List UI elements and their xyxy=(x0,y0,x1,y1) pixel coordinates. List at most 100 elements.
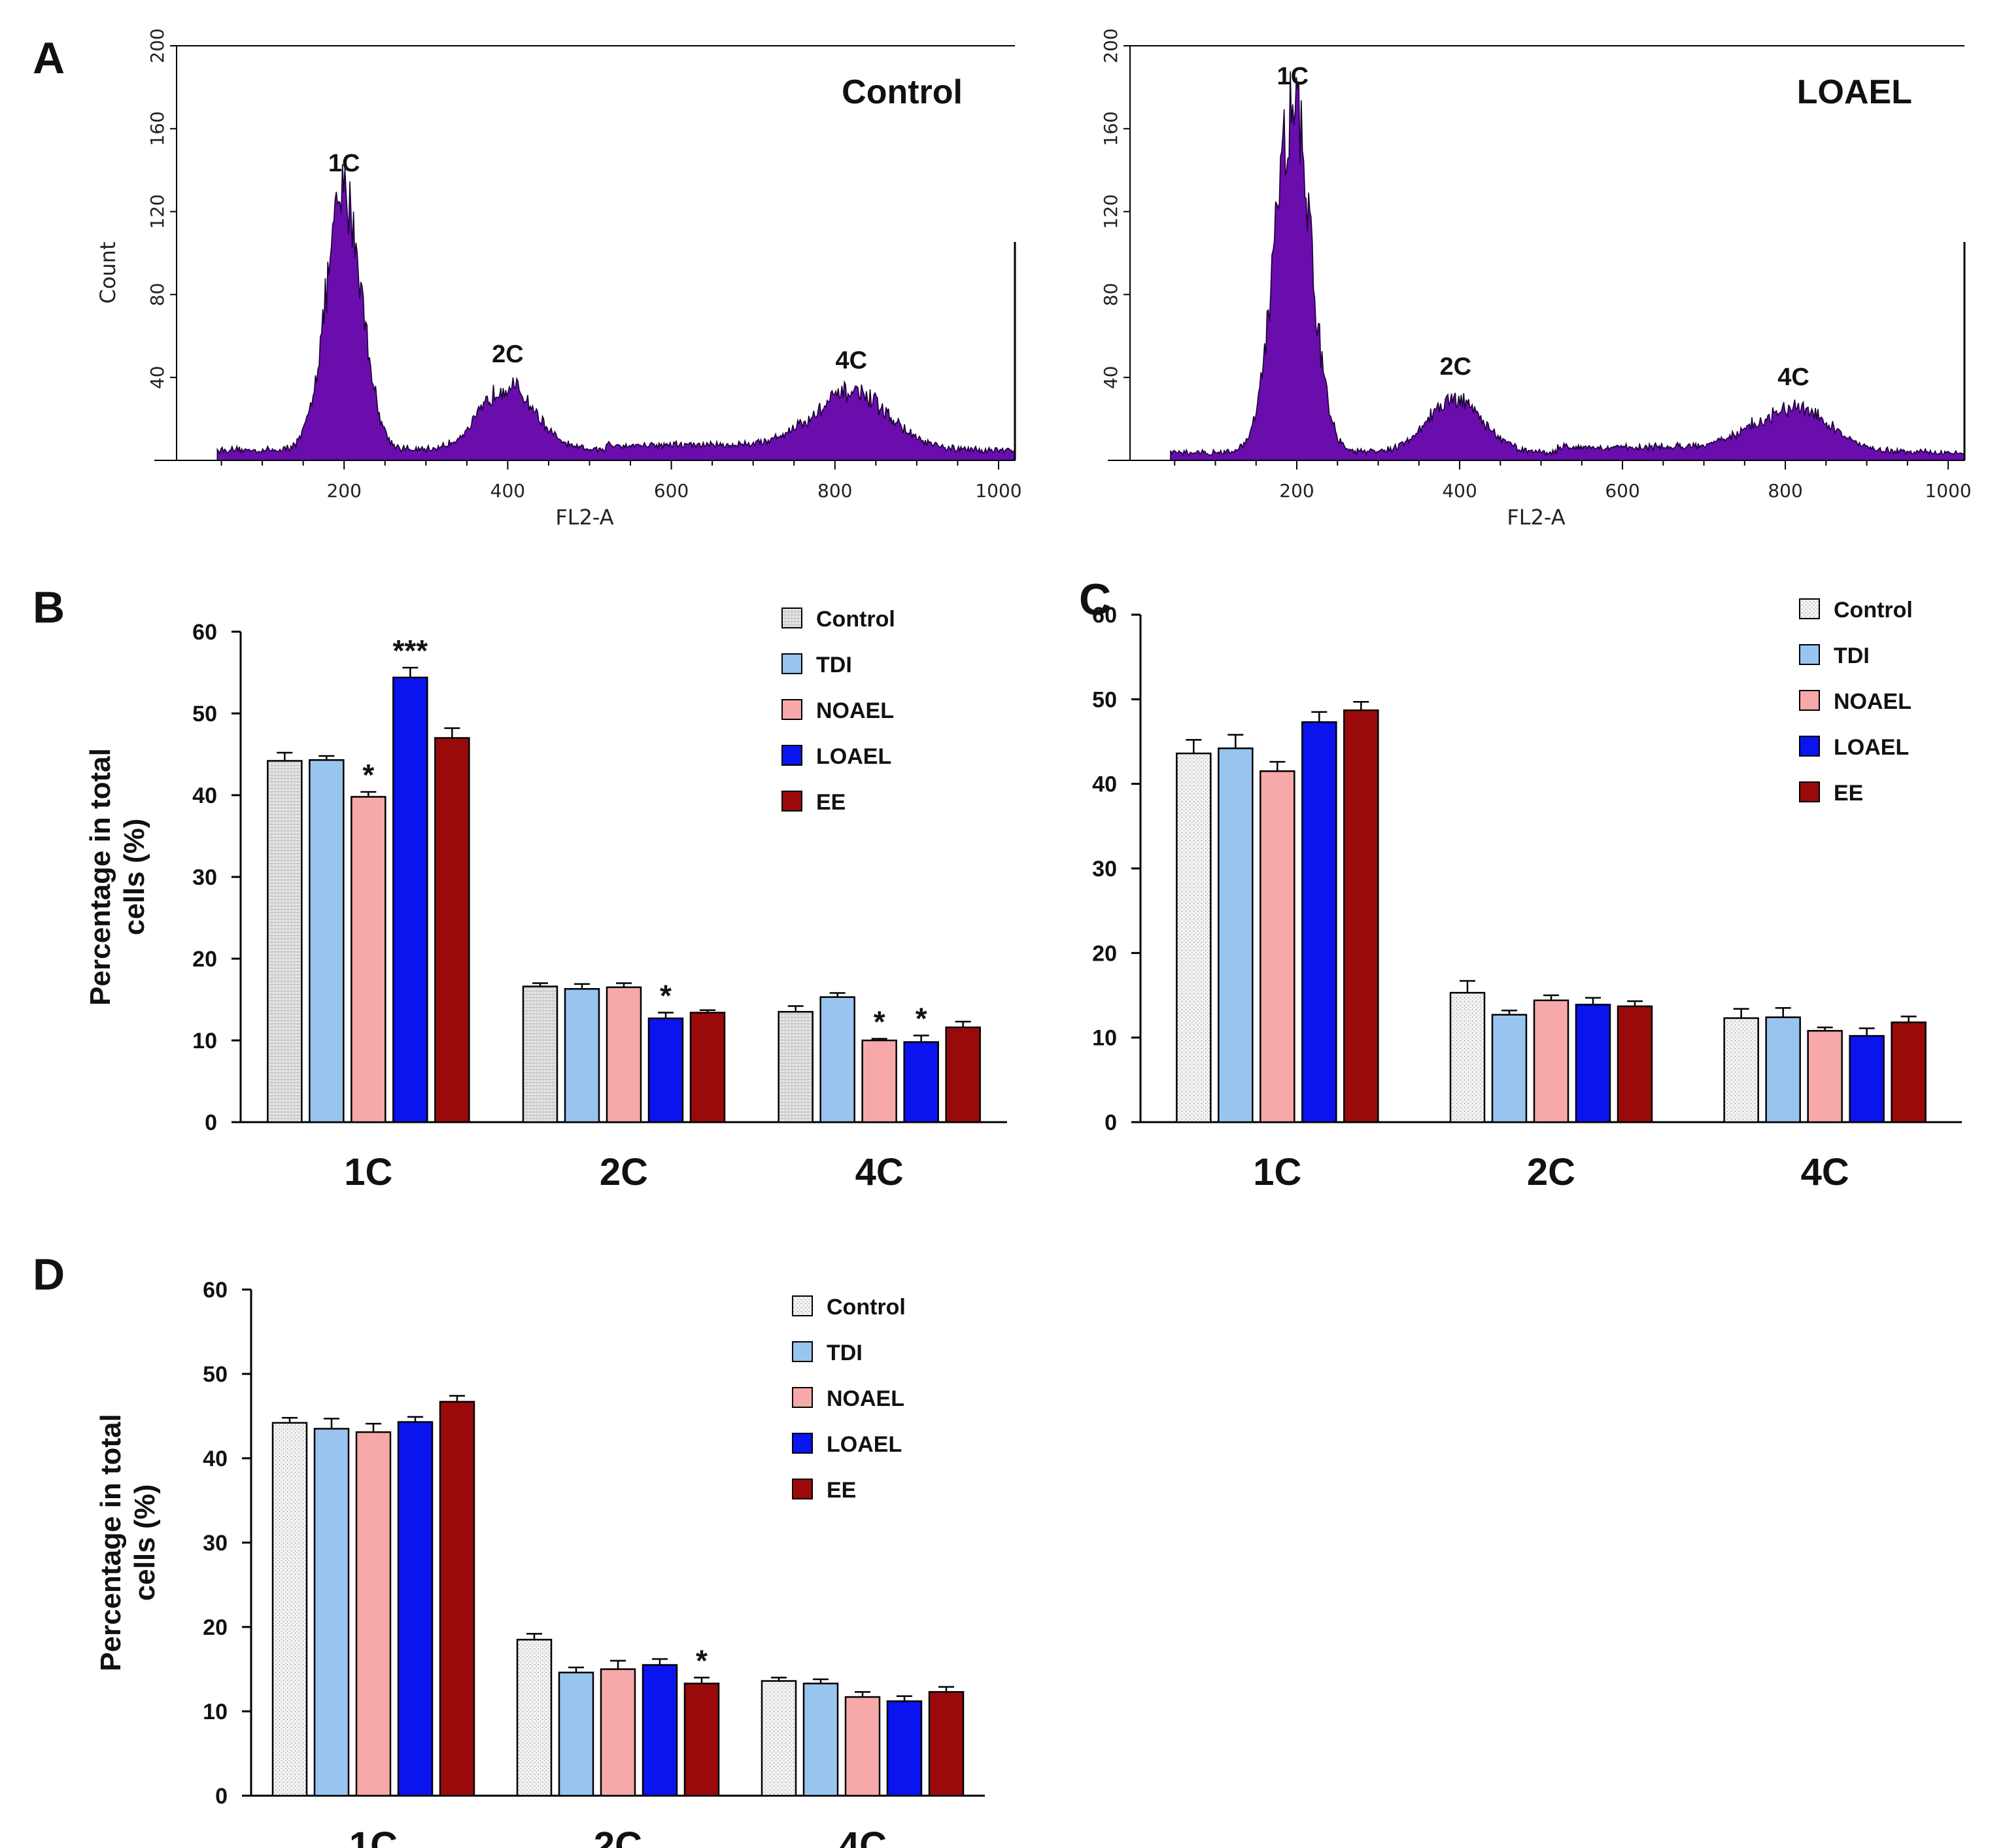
x-tick-label: 800 xyxy=(1768,480,1802,502)
x-tick-label: 400 xyxy=(490,480,525,502)
legend-label: EE xyxy=(1834,781,1863,806)
legend-label: EE xyxy=(827,1478,856,1503)
y-tick-label: 120 xyxy=(1100,194,1122,229)
bar xyxy=(313,1428,350,1797)
bar xyxy=(1176,752,1212,1123)
y-tick-label: 20 xyxy=(1092,941,1117,966)
x-tick-label: 1000 xyxy=(975,480,1021,502)
y-tick-label: 50 xyxy=(203,1362,228,1387)
x-tick-label: 200 xyxy=(1279,480,1314,502)
legend-swatch xyxy=(1799,690,1820,711)
y-tick-label: 160 xyxy=(146,111,168,146)
legend-label: LOAEL xyxy=(827,1432,902,1457)
legend-swatch xyxy=(781,653,802,674)
category-label: 4C xyxy=(838,1824,887,1848)
x-axis-title: FL2-A xyxy=(555,505,613,530)
bar xyxy=(928,1691,965,1797)
peak-label: 4C xyxy=(1777,364,1809,391)
bar xyxy=(647,1018,684,1123)
x-tick-label: 800 xyxy=(817,480,852,502)
bar xyxy=(802,1683,839,1797)
x-tick-label: 600 xyxy=(654,480,689,502)
y-tick-label: 10 xyxy=(203,1700,228,1724)
legend-label: Control xyxy=(816,607,895,632)
histogram-area xyxy=(216,163,1016,461)
significance-star: *** xyxy=(392,634,428,668)
panel-label-c: C xyxy=(1079,575,1111,625)
y-tick-label: 20 xyxy=(192,947,217,972)
legend-label: LOAEL xyxy=(1834,735,1909,760)
peak-label: 2C xyxy=(492,341,524,368)
category-label: 2C xyxy=(600,1151,648,1193)
legend-swatch xyxy=(792,1479,813,1499)
significance-star: * xyxy=(696,1643,708,1677)
category-label: 1C xyxy=(349,1824,398,1848)
peak-label: 4C xyxy=(836,347,868,374)
y-tick-label: 40 xyxy=(1092,772,1117,797)
bar xyxy=(844,1696,881,1797)
y-axis-title-line: Percentage in total xyxy=(95,1414,127,1671)
bar xyxy=(351,796,386,1123)
category-label: 1C xyxy=(344,1151,392,1193)
bar xyxy=(1491,1014,1528,1123)
x-tick-label: 400 xyxy=(1442,480,1477,502)
bar-chart-c: 0 10 20 30 40 50 60 1C 2C 4C Control TDI NOAEL LOAEL E… xyxy=(1092,598,1962,1193)
x-tick-label: 200 xyxy=(326,480,361,502)
bar xyxy=(689,1012,726,1123)
legend-label: TDI xyxy=(816,653,852,677)
legend-swatch xyxy=(792,1387,813,1408)
legend-label: TDI xyxy=(1834,643,1870,668)
bar xyxy=(522,985,558,1123)
panel-label-d: D xyxy=(33,1250,65,1299)
y-tick-label: 120 xyxy=(146,194,168,229)
bar xyxy=(558,1671,594,1797)
bar xyxy=(564,988,600,1123)
panel-label-a: A xyxy=(33,33,65,83)
y-tick-label: 200 xyxy=(146,28,168,63)
bar xyxy=(1617,1005,1653,1123)
y-tick-label: 50 xyxy=(192,702,217,727)
category-label: 2C xyxy=(1527,1151,1575,1193)
y-axis-title: Count xyxy=(95,241,120,303)
category-label: 4C xyxy=(855,1151,904,1193)
y-tick-label: 40 xyxy=(146,366,168,389)
category-label: 2C xyxy=(594,1824,642,1848)
x-tick-label: 600 xyxy=(1605,480,1639,502)
bar xyxy=(886,1700,923,1797)
legend-label: NOAEL xyxy=(816,698,894,723)
legend-swatch xyxy=(781,607,802,628)
y-tick-label: 20 xyxy=(203,1615,228,1640)
y-tick-label: 200 xyxy=(1100,28,1122,63)
bar xyxy=(861,1039,897,1123)
legend-swatch xyxy=(792,1341,813,1362)
y-tick-label: 10 xyxy=(192,1029,217,1053)
chart-title: Control xyxy=(842,73,963,111)
legend-label: Control xyxy=(827,1295,906,1320)
y-tick-label: 40 xyxy=(1100,366,1122,389)
significance-star: * xyxy=(362,758,374,792)
bar xyxy=(606,986,642,1123)
bar xyxy=(392,676,428,1123)
legend-swatch xyxy=(1799,781,1820,802)
bar xyxy=(600,1668,636,1797)
y-axis-title-line: cells (%) xyxy=(129,1484,161,1601)
bar xyxy=(761,1680,797,1797)
y-tick-label: 80 xyxy=(1100,283,1122,307)
legend-swatch xyxy=(1799,598,1820,619)
significance-star: * xyxy=(660,979,672,1013)
bar xyxy=(1807,1030,1843,1123)
y-axis-title-line: cells (%) xyxy=(118,819,150,936)
bar xyxy=(1575,1003,1611,1123)
bar xyxy=(778,1011,814,1123)
bar xyxy=(271,1422,308,1797)
legend-swatch xyxy=(1799,644,1820,665)
y-tick-label: 0 xyxy=(1105,1110,1117,1135)
bar xyxy=(1218,747,1254,1123)
bar xyxy=(1301,721,1337,1123)
y-tick-label: 50 xyxy=(1092,687,1117,712)
bar xyxy=(903,1041,939,1123)
histogram-loael: 40 80 120 160 200 200 400 600 800 1000 FL2-A LOAEL 1… xyxy=(1100,28,1972,530)
bar xyxy=(683,1683,720,1797)
bar xyxy=(1849,1035,1885,1123)
